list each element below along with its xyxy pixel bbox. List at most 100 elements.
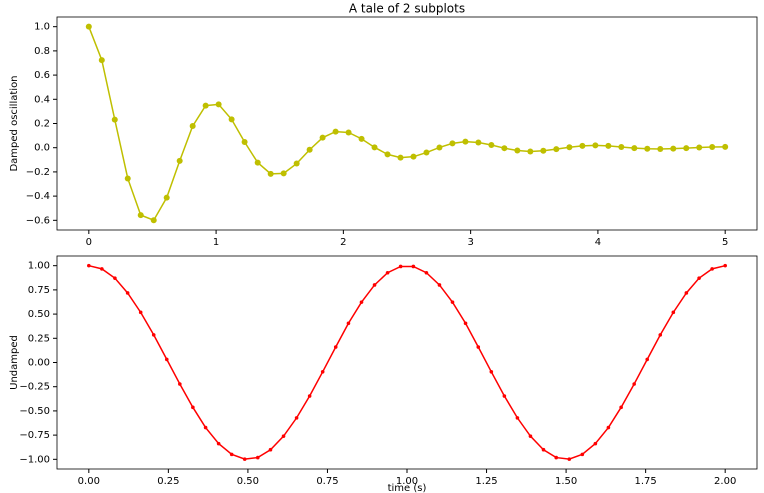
- x-tick-label: 0.75: [316, 476, 338, 487]
- y-tick-label: 1.0: [34, 22, 50, 33]
- y-tick-label: 0.2: [34, 119, 50, 130]
- point: [722, 143, 729, 150]
- y-tick-label: 0.6: [34, 70, 50, 81]
- point: [358, 135, 365, 142]
- point: [98, 57, 105, 64]
- point: [229, 452, 234, 457]
- point: [671, 310, 676, 315]
- point: [515, 416, 520, 420]
- point: [684, 291, 689, 295]
- point: [475, 139, 482, 146]
- y-tick-label: −1.00: [19, 454, 50, 465]
- chart-title: A tale of 2 subplots: [349, 2, 465, 16]
- point: [476, 345, 481, 349]
- point: [151, 333, 156, 337]
- point: [579, 142, 586, 149]
- point: [410, 153, 417, 160]
- point: [150, 217, 157, 224]
- point: [710, 267, 714, 271]
- point: [697, 276, 701, 280]
- y-tick-label: 0.4: [34, 94, 50, 105]
- point: [619, 405, 623, 410]
- point: [242, 457, 247, 461]
- point: [606, 425, 611, 430]
- x-tick-label: 1.25: [475, 476, 497, 487]
- point: [462, 138, 469, 145]
- point: [527, 148, 534, 155]
- point: [528, 434, 533, 438]
- point: [281, 434, 286, 438]
- point: [423, 149, 430, 156]
- point: [385, 270, 390, 275]
- point: [164, 357, 169, 362]
- point: [255, 455, 260, 460]
- point: [111, 116, 118, 123]
- point: [398, 264, 403, 269]
- x-tick-label: 2: [340, 237, 346, 248]
- point: [113, 276, 117, 280]
- point: [397, 154, 404, 161]
- y-tick-label: −0.50: [19, 406, 50, 417]
- point: [87, 263, 91, 268]
- point: [124, 175, 131, 182]
- point: [203, 425, 208, 430]
- y-tick-label: 0.25: [28, 333, 50, 344]
- point: [618, 143, 625, 150]
- axes-frame: [56, 16, 758, 231]
- point: [437, 283, 442, 287]
- x-tick-label: 3: [467, 237, 473, 248]
- point: [202, 102, 209, 109]
- point: [268, 447, 273, 452]
- y-tick-label: −0.75: [19, 430, 50, 441]
- point: [696, 144, 703, 151]
- y-tick-label: 0.00: [28, 358, 50, 369]
- point: [632, 382, 636, 386]
- point: [332, 128, 339, 135]
- x-tick-label: 0: [86, 237, 92, 248]
- y-tick-label: 1.00: [28, 261, 50, 272]
- x-tick-label: 2.00: [714, 476, 736, 487]
- point: [540, 147, 547, 154]
- point: [709, 143, 716, 150]
- point: [319, 134, 326, 141]
- x-axis-label: time (s): [388, 483, 427, 493]
- point: [424, 270, 429, 275]
- point: [541, 447, 546, 452]
- point: [345, 129, 352, 136]
- point: [137, 212, 144, 219]
- y-tick-label: −0.6: [26, 215, 50, 226]
- point: [436, 144, 443, 151]
- point: [307, 394, 312, 398]
- point: [670, 145, 677, 152]
- point: [178, 382, 182, 386]
- point: [189, 123, 196, 130]
- y-tick-label: −0.2: [26, 167, 50, 178]
- point: [658, 333, 663, 337]
- point: [501, 145, 508, 152]
- point: [553, 146, 560, 153]
- point: [502, 394, 507, 398]
- point: [723, 263, 727, 268]
- point: [216, 441, 221, 446]
- point: [631, 145, 638, 152]
- line: [88, 26, 726, 222]
- point: [566, 144, 573, 151]
- point: [100, 267, 104, 271]
- point: [411, 264, 416, 269]
- y-tick-label: 0.50: [28, 309, 50, 320]
- point: [488, 142, 495, 149]
- point: [306, 146, 313, 153]
- point: [163, 194, 170, 201]
- point: [605, 142, 612, 149]
- point: [463, 321, 468, 326]
- point: [554, 455, 559, 460]
- point: [593, 441, 598, 446]
- x-tick-label: 1.00: [396, 476, 418, 487]
- point: [384, 151, 391, 158]
- point: [567, 457, 572, 461]
- x-tick-label: 0.25: [157, 476, 179, 487]
- point: [449, 140, 456, 147]
- y-tick-label: 0.75: [28, 285, 50, 296]
- point: [254, 159, 261, 166]
